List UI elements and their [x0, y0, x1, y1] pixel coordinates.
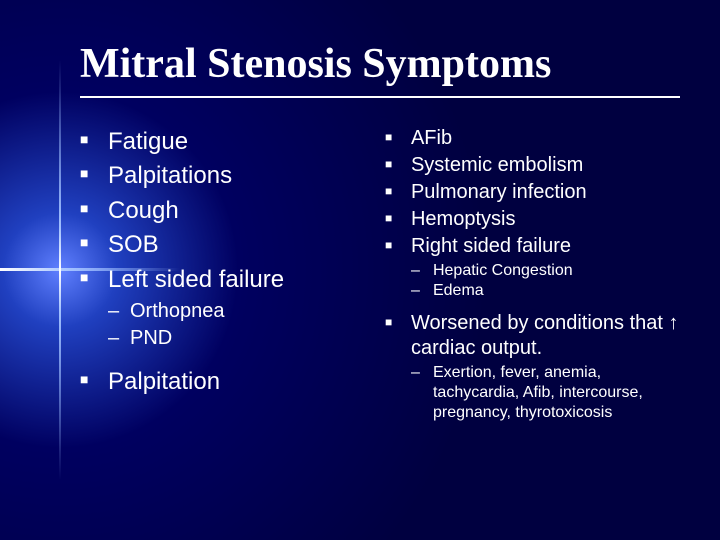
left-bullet-list-2: Palpitation: [80, 366, 361, 398]
sub-item: PND: [108, 325, 361, 352]
left-sub-list: Orthopnea PND: [80, 298, 361, 352]
bullet-item: Left sided failure: [80, 264, 361, 296]
bullet-item: Fatigue: [80, 126, 361, 158]
bullet-item: AFib: [385, 126, 680, 151]
right-sub-list: Hepatic Congestion Edema: [385, 261, 680, 301]
bullet-item: Pulmonary infection: [385, 180, 680, 205]
right-bullet-list-2: Worsened by conditions that ↑ cardiac ou…: [385, 311, 680, 361]
left-bullet-list: Fatigue Palpitations Cough SOB Left side…: [80, 126, 361, 296]
bullet-item: Hemoptysis: [385, 207, 680, 232]
bullet-item: Systemic embolism: [385, 153, 680, 178]
right-column: AFib Systemic embolism Pulmonary infecti…: [385, 126, 680, 423]
sub-item: Exertion, fever, anemia, tachycardia, Af…: [411, 363, 680, 423]
right-sub-list-2: Exertion, fever, anemia, tachycardia, Af…: [385, 363, 680, 423]
slide-title: Mitral Stenosis Symptoms: [80, 40, 680, 88]
sub-item: Orthopnea: [108, 298, 361, 325]
sub-item: Edema: [411, 281, 680, 301]
right-bullet-list: AFib Systemic embolism Pulmonary infecti…: [385, 126, 680, 259]
title-rule: [80, 96, 680, 98]
sub-item: Hepatic Congestion: [411, 261, 680, 281]
bullet-item: SOB: [80, 229, 361, 261]
bullet-item: Cough: [80, 195, 361, 227]
bullet-item: Palpitation: [80, 366, 361, 398]
bullet-item: Worsened by conditions that ↑ cardiac ou…: [385, 311, 680, 361]
left-column: Fatigue Palpitations Cough SOB Left side…: [80, 126, 361, 423]
slide: Mitral Stenosis Symptoms Fatigue Palpita…: [0, 0, 720, 423]
bullet-item: Palpitations: [80, 160, 361, 192]
bullet-item: Right sided failure: [385, 234, 680, 259]
content-columns: Fatigue Palpitations Cough SOB Left side…: [80, 126, 680, 423]
